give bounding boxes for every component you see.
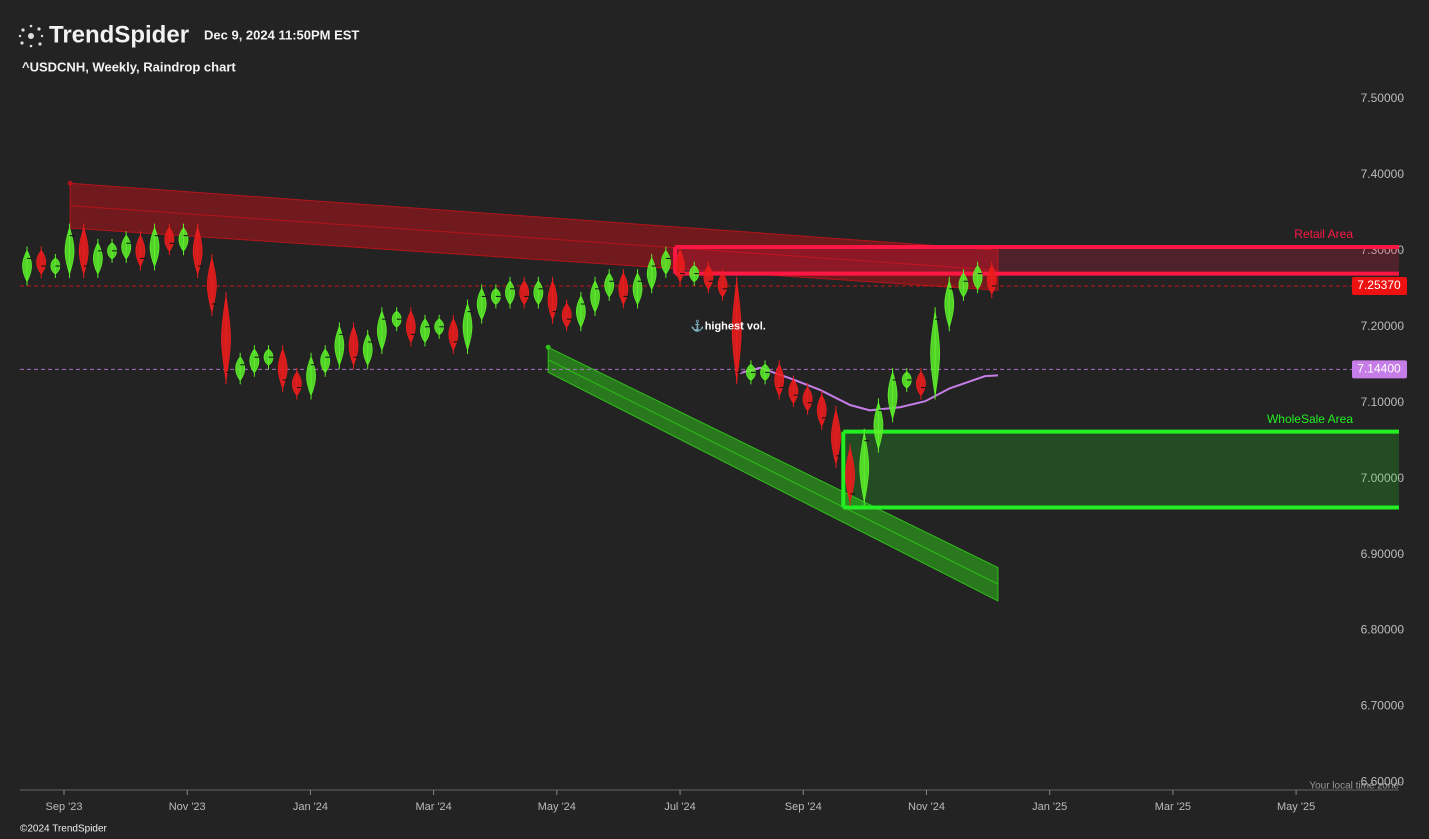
raindrop — [178, 227, 189, 252]
x-tick-label: Jul '24 — [664, 801, 695, 813]
raindrop — [561, 302, 572, 328]
raindrop — [334, 325, 345, 367]
annotation-icon: ⚓ — [691, 320, 705, 333]
timezone-note: Your local time zone — [1309, 781, 1399, 792]
raindrop — [50, 257, 61, 275]
raindrop — [249, 348, 260, 374]
raindrop — [986, 264, 997, 295]
channel-anchor — [545, 344, 551, 350]
raindrop — [731, 280, 742, 381]
raindrop — [887, 370, 898, 420]
x-tick-label: Jan '24 — [293, 801, 328, 813]
raindrop — [149, 226, 160, 268]
timestamp: Dec 9, 2024 11:50PM EST — [204, 27, 359, 42]
annotation: highest vol. — [705, 321, 766, 333]
zone-label: WholeSale Area — [1267, 412, 1353, 426]
channel-band — [69, 182, 999, 291]
y-tick-label: 7.10000 — [1361, 395, 1405, 409]
x-tick-label: Mar '25 — [1155, 801, 1191, 813]
price-label: 7.25370 — [1357, 278, 1401, 292]
raindrop — [660, 249, 671, 275]
raindrop — [859, 432, 870, 502]
x-tick-label: Sep '23 — [46, 801, 83, 813]
raindrop — [547, 279, 558, 321]
y-tick-label: 6.70000 — [1361, 699, 1405, 713]
raindrop — [376, 310, 387, 352]
raindrop — [533, 280, 544, 306]
raindrop — [348, 325, 359, 367]
channel-mid — [547, 359, 999, 585]
brand: TrendSpider — [49, 21, 189, 48]
y-tick-label: 6.80000 — [1361, 623, 1405, 637]
raindrop — [78, 226, 89, 276]
y-tick-label: 6.90000 — [1361, 547, 1405, 561]
raindrop — [277, 348, 288, 390]
raindrop — [462, 302, 473, 352]
raindrop — [831, 408, 841, 466]
channel-mid — [70, 205, 998, 271]
raindrop — [206, 256, 217, 314]
channel-anchor — [67, 180, 73, 186]
x-tick-label: May '25 — [1277, 801, 1315, 813]
raindrop — [944, 279, 955, 329]
raindrop — [873, 400, 884, 451]
raindrop — [121, 234, 132, 260]
x-tick-label: May '24 — [538, 801, 576, 813]
raindrop — [717, 272, 728, 298]
y-tick-label: 7.20000 — [1361, 319, 1405, 333]
raindrop — [916, 371, 926, 397]
raindrop — [420, 318, 430, 344]
zone-label: Retail Area — [1294, 227, 1353, 241]
x-tick-label: Jan '25 — [1032, 801, 1067, 813]
y-tick-label: 7.00000 — [1361, 471, 1405, 485]
raindrop — [703, 264, 714, 290]
y-tick-label: 7.40000 — [1361, 167, 1405, 181]
raindrop — [788, 378, 799, 404]
logo-icon — [18, 24, 44, 48]
raindrop — [291, 371, 302, 397]
raindrop — [221, 295, 231, 381]
y-tick-label: 7.50000 — [1361, 91, 1405, 105]
raindrop — [972, 264, 983, 290]
raindrop — [107, 242, 117, 260]
x-tick-label: Sep '24 — [785, 801, 822, 813]
raindrop — [391, 310, 402, 328]
x-tick-label: Nov '23 — [169, 801, 206, 813]
copyright: ©2024 TrendSpider — [20, 824, 108, 835]
price-label: 7.14400 — [1357, 361, 1401, 375]
raindrop — [930, 311, 941, 396]
raindrop — [164, 227, 175, 252]
raindrop — [192, 226, 203, 276]
raindrop — [802, 386, 813, 412]
raindrop — [320, 348, 331, 374]
raindrop — [604, 272, 615, 298]
price-label-box — [1352, 360, 1407, 379]
zone — [675, 247, 1399, 274]
raindrop — [36, 249, 47, 275]
x-tick-label: Mar '24 — [415, 801, 451, 813]
raindrop — [901, 371, 912, 389]
raindrop — [505, 280, 515, 306]
x-tick-label: Nov '24 — [908, 801, 945, 813]
raindrop — [760, 363, 770, 381]
raindrop — [306, 355, 316, 397]
y-tick-label: 6.60000 — [1361, 775, 1405, 789]
raindrop — [235, 356, 246, 382]
raindrop — [519, 280, 530, 306]
symbol-line: ^USDCNH, Weekly, Raindrop chart — [22, 59, 236, 74]
raindrop — [958, 272, 969, 298]
raindrop — [845, 446, 855, 504]
zone — [843, 431, 1399, 508]
price-label-box — [1352, 277, 1407, 296]
raindrop — [64, 226, 75, 276]
